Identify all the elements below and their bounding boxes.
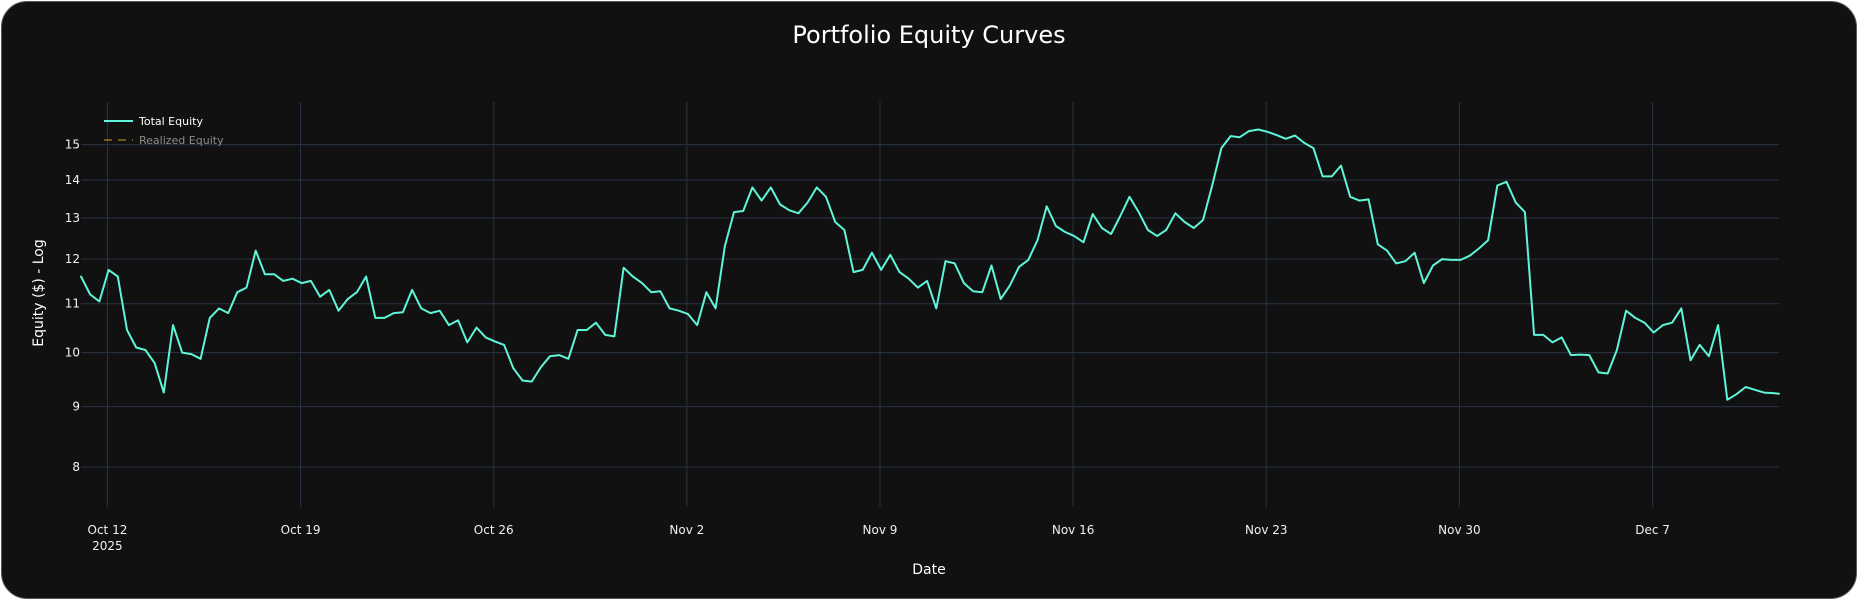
x-tick-label: Oct 26 [474, 523, 514, 537]
legend-item-total-equity[interactable]: Total Equity [104, 115, 203, 128]
x-tick-label: Nov 9 [863, 523, 898, 537]
legend-label: Realized Equity [139, 134, 224, 147]
x-tick-label: Nov 2 [669, 523, 704, 537]
x-tick-label: Oct 12 [88, 523, 128, 537]
y-axis-title: Equity ($) - Log [31, 239, 47, 347]
legend: Total Equity Realized Equity [104, 115, 224, 147]
series-layer [80, 128, 1780, 401]
y-tick-label: 14 [65, 173, 80, 187]
chart-title: Portfolio Equity Curves [792, 21, 1065, 49]
x-tick-label: Nov 30 [1438, 523, 1481, 537]
x-tick-labels: Oct 12 2025 Oct 19 Oct 26 Nov 2 Nov 9 Nov 16 No… [88, 523, 1670, 553]
series-line-total-equity [80, 128, 1780, 401]
x-tick-label: Nov 16 [1052, 523, 1095, 537]
legend-item-realized-equity[interactable]: Realized Equity [104, 134, 224, 147]
x-axis-title: Date [912, 562, 945, 578]
legend-label: Total Equity [138, 115, 203, 128]
y-tick-label: 12 [65, 252, 80, 266]
y-tick-labels: 8 9 10 11 12 13 14 15 [65, 138, 80, 474]
y-gridlines [81, 144, 1779, 468]
y-tick-label: 9 [72, 400, 80, 414]
y-tick-label: 15 [65, 138, 80, 152]
y-tick-label: 13 [65, 211, 80, 225]
x-tick-label: Dec 7 [1635, 523, 1670, 537]
x-gridlines [106, 102, 1654, 507]
x-tick-sublabel: 2025 [92, 539, 123, 553]
y-tick-label: 8 [72, 460, 80, 474]
y-tick-label: 10 [65, 346, 80, 360]
x-tick-label: Oct 19 [281, 523, 321, 537]
y-tick-label: 11 [65, 297, 80, 311]
x-tick-label: Nov 23 [1245, 523, 1288, 537]
